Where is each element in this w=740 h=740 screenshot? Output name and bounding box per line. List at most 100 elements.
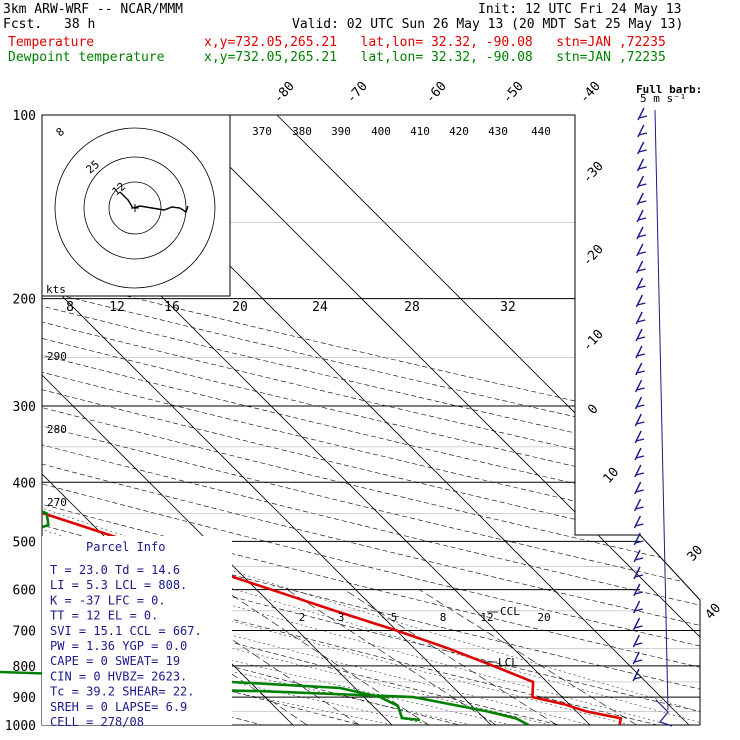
wind-barb-unit: 5 m s⁻¹ — [640, 92, 686, 105]
mixing-ratio-label: 20 — [537, 611, 550, 624]
wind-barb — [632, 668, 643, 682]
parcel-info-row: CIN = 0 HVBZ= 2623. — [50, 669, 187, 683]
mixing-ratio-line — [286, 589, 497, 725]
isotherm-label: -40 — [577, 79, 604, 106]
wind-barb — [636, 226, 647, 240]
pressure-label: 700 — [13, 625, 36, 640]
isotherm — [276, 115, 700, 725]
wind-barb — [636, 192, 647, 206]
wind-barb-staff — [654, 109, 669, 711]
parcel-info-row: PW = 1.36 YGP = 0.0 — [50, 639, 187, 653]
wind-barb — [637, 141, 647, 155]
parcel-info-row: CAPE = 0 SWEAT= 19 — [50, 654, 180, 668]
isotherm-label: -50 — [500, 79, 527, 106]
dry-adiabat — [42, 115, 700, 725]
parcel-info-row: LI = 5.3 LCL = 808. — [50, 578, 187, 592]
parcel-info-row: TT = 12 EL = 0. — [50, 609, 158, 623]
wind-barb — [634, 447, 645, 461]
lcl-label: LCL — [498, 656, 518, 669]
theta-label: 380 — [292, 125, 312, 138]
parcel-info-row: CELL = 278/08 — [50, 715, 144, 729]
dry-adiabat — [42, 115, 700, 725]
wind-barb — [636, 175, 647, 189]
dry-adiabat — [42, 115, 700, 725]
sfc-temp-axis-label: 20 — [232, 300, 248, 315]
legend-dewpoint-info: x,y=732.05,265.21 lat,lon= 32.32, -90.08… — [204, 50, 666, 65]
isotherm-label: 10 — [601, 465, 623, 487]
wind-barb — [634, 481, 644, 495]
hodograph-units: kts — [46, 283, 66, 296]
isotherm-label: 40 — [703, 601, 725, 623]
isotherm-label: 0 — [585, 402, 601, 418]
wind-barb — [635, 362, 645, 376]
isotherm — [42, 115, 492, 725]
wind-barb — [634, 413, 645, 427]
theta-label: 390 — [331, 125, 351, 138]
wind-barb — [633, 532, 644, 546]
wind-barb — [633, 600, 643, 614]
hodograph-trace — [119, 191, 189, 214]
dry-adiabat — [42, 115, 700, 725]
wind-barb — [634, 430, 645, 444]
isotherm-label: 30 — [685, 543, 707, 565]
wind-barb — [635, 294, 646, 308]
theta-label: 370 — [252, 125, 272, 138]
wind-barb — [636, 158, 647, 172]
mixing-ratio-label: 3 — [338, 611, 345, 624]
model-title: 3km ARW-WRF -- NCAR/MMM — [3, 2, 184, 17]
wind-barb — [634, 396, 645, 410]
parcel-info-row: K = -37 LFC = 0. — [50, 593, 166, 607]
pressure-label: 800 — [13, 660, 36, 675]
parcel-info-panel: Parcel Info T = 23.0 Td = 14.6LI = 5.3 LC… — [42, 536, 232, 729]
wind-barb-surface — [655, 699, 673, 727]
wind-barb — [633, 515, 644, 529]
wind-barb — [632, 651, 643, 665]
isotherm — [42, 115, 393, 725]
mixing-ratio-label: 8 — [440, 611, 447, 624]
wind-barb — [634, 379, 645, 393]
isotherm-label: -70 — [344, 79, 371, 106]
isotherm-label: -30 — [580, 159, 607, 186]
isotherm-label: -80 — [271, 79, 298, 106]
pressure-label: 900 — [13, 691, 36, 706]
legend-temperature: Temperature — [8, 35, 95, 50]
fcst-label: Fcst. — [3, 17, 43, 32]
hodograph-frame — [41, 114, 231, 297]
wind-barb — [634, 464, 645, 478]
wind-barb — [635, 345, 646, 359]
theta-label-left: 290 — [47, 350, 67, 363]
wind-barb — [632, 634, 643, 648]
wind-barb — [633, 498, 644, 512]
ccl-label: CCL — [500, 605, 520, 618]
isotherm — [177, 115, 700, 725]
wind-barb — [633, 566, 644, 580]
dry-adiabat — [42, 115, 700, 725]
sfc-temp-axis-label: 32 — [500, 300, 516, 315]
mixing-ratio-label: 5 — [391, 611, 398, 624]
pressure-label: 500 — [13, 535, 36, 550]
legend-dewpoint: Dewpoint temperature — [8, 50, 165, 65]
theta-label: 420 — [449, 125, 469, 138]
wind-barb — [632, 617, 643, 631]
wind-barb — [636, 243, 646, 257]
hodograph-ring — [83, 156, 187, 260]
legend-temperature-info: x,y=732.05,265.21 lat,lon= 32.32, -90.08… — [204, 35, 666, 50]
theta-label-left: 270 — [47, 496, 67, 509]
wind-barb — [633, 549, 644, 563]
pressure-label: 600 — [13, 584, 36, 599]
theta-label: 430 — [488, 125, 508, 138]
parcel-info-row: Tc = 39.2 SHEAR= 22. — [50, 685, 195, 699]
pressure-label: 400 — [13, 476, 36, 491]
wind-barb-header: Full barb: — [636, 83, 702, 96]
pressure-label: 1000 — [5, 719, 36, 734]
dry-adiabat — [42, 115, 700, 725]
valid-time: Valid: 02 UTC Sun 26 May 13 (20 MDT Sat … — [292, 17, 684, 32]
wind-barb — [633, 583, 643, 597]
theta-label: 400 — [371, 125, 391, 138]
parcel-info-row: SREH = 0 LAPSE= 6.9 — [50, 700, 187, 714]
isotherm-label: -20 — [580, 242, 607, 269]
theta-label: 440 — [531, 125, 551, 138]
mixing-ratio-line — [223, 589, 429, 725]
dry-adiabat — [42, 115, 700, 725]
